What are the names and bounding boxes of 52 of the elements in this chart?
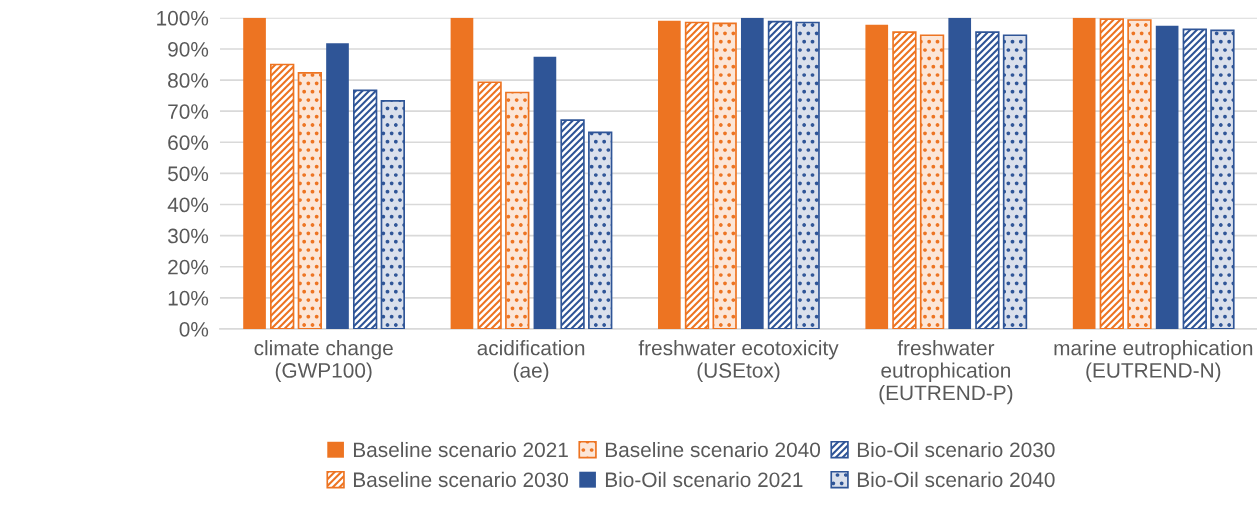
legend-label: Bio-Oil scenario 2040 [857, 471, 1055, 488]
legend-label: Bio-Oil scenario 2021 [605, 471, 803, 488]
legend-label: Baseline scenario 2021 [353, 441, 568, 458]
y-tick-label: 100% [157, 10, 209, 26]
y-tick-label: 80% [168, 73, 209, 88]
x-tick-label: acidification (ae) [477, 340, 585, 382]
bar [297, 72, 323, 329]
x-tick-label: climate change (GWP100) [254, 340, 393, 382]
y-tick-label: 10% [168, 290, 209, 306]
y-tick-label: 0% [179, 321, 209, 337]
bar [892, 31, 917, 329]
bar [326, 43, 349, 329]
bar [767, 20, 793, 329]
bar [795, 21, 820, 329]
bar [712, 22, 737, 329]
bar [1002, 34, 1028, 329]
bar [560, 119, 585, 329]
y-tick-label: 70% [168, 104, 209, 119]
bar [352, 89, 378, 329]
bar [740, 17, 764, 329]
legend-label: Baseline scenario 2040 [605, 441, 821, 458]
bar [477, 81, 502, 329]
y-tick-label: 40% [167, 197, 209, 213]
y-tick-label: 50% [168, 166, 209, 182]
bar [270, 63, 295, 329]
y-tick-label: 20% [168, 259, 209, 275]
bar [450, 17, 474, 329]
x-tick-label: marine eutrophication (EUTREND-N) [1054, 340, 1253, 382]
bar [533, 56, 557, 329]
bar [380, 100, 405, 329]
y-tick-label: 60% [168, 135, 209, 151]
legend-label: Baseline scenario 2030 [353, 471, 569, 488]
x-tick-label: freshwater ecotoxicity (USEtox) [638, 340, 839, 382]
bar [948, 17, 972, 329]
bar [975, 31, 1000, 329]
bar [1072, 17, 1096, 329]
bar [1127, 19, 1152, 329]
bar [658, 20, 681, 329]
bar [865, 24, 889, 329]
bar [1182, 28, 1207, 329]
bar [1155, 25, 1179, 329]
bar [1099, 18, 1124, 329]
bar [243, 17, 266, 329]
bar [1210, 29, 1235, 329]
y-tick-label: 90% [168, 41, 209, 57]
bar [505, 91, 530, 329]
bar [684, 21, 710, 329]
x-tick-label: freshwater eutrophication (EUTREND-P) [879, 340, 1013, 405]
y-tick-label: 30% [167, 228, 209, 244]
bar [588, 131, 613, 329]
bar [919, 34, 945, 329]
legend-label: Bio-Oil scenario 2030 [857, 441, 1055, 458]
